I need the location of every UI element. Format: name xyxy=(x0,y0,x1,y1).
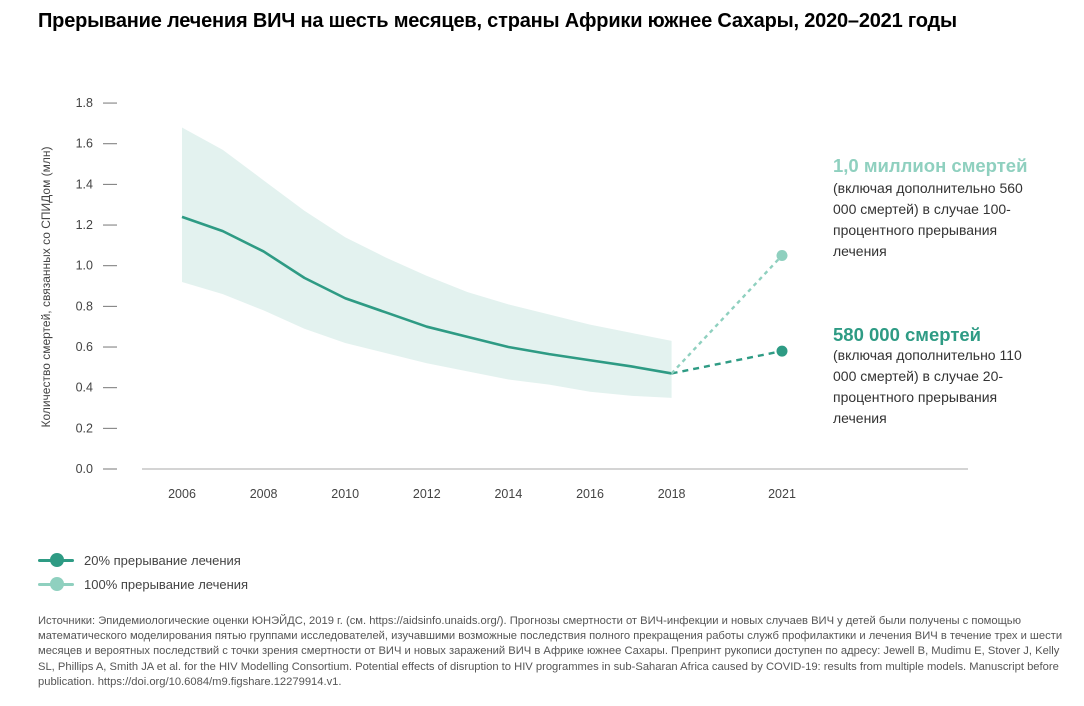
legend-label-20: 20% прерывание лечения xyxy=(84,552,241,568)
x-tick-label: 2014 xyxy=(494,487,522,501)
annotation-partial-headline: 580 000 смертей xyxy=(833,324,982,345)
projection-100-percent-line xyxy=(670,254,783,375)
x-tick-label: 2006 xyxy=(168,487,196,501)
y-tick-label: 1.0 xyxy=(76,259,93,273)
y-tick-label: 1.4 xyxy=(76,177,93,191)
x-tick-label: 2021 xyxy=(768,487,796,501)
uncertainty-band xyxy=(182,127,672,398)
plot-area xyxy=(181,127,788,398)
x-axis: 2006 2008 2010 2012 2014 2016 2018 2021 xyxy=(142,468,968,501)
legend-swatch-100 xyxy=(38,577,74,591)
historical-estimate-line xyxy=(181,215,672,375)
y-tick-label: 1.6 xyxy=(76,137,93,151)
annotation-partial-interruption: 580 000 смертей (включая дополнительно 1… xyxy=(833,324,1033,429)
y-tick-label: 0.4 xyxy=(76,381,93,395)
legend-label-100: 100% прерывание лечения xyxy=(84,576,249,592)
y-tick-label: 0.8 xyxy=(76,299,93,313)
legend-swatch-20 xyxy=(38,553,74,567)
annotation-full-headline: 1,0 миллион смертей xyxy=(833,155,1028,176)
legend-item-100: 100% прерывание лечения xyxy=(38,572,248,596)
annotation-partial-detail: (включая дополнительно 110 000 смертей) … xyxy=(833,347,1022,426)
x-tick-label: 2012 xyxy=(413,487,441,501)
x-tick-label: 2008 xyxy=(250,487,278,501)
legend-dot-100 xyxy=(50,577,64,591)
legend: 20% прерывание лечения 100% прерывание л… xyxy=(38,548,248,596)
x-tick-label: 2018 xyxy=(658,487,686,501)
y-tick-label: 0.6 xyxy=(76,340,93,354)
y-tick-label: 0.2 xyxy=(76,421,93,435)
sources-note: Источники: Эпидемиологические оценки ЮНЭ… xyxy=(38,615,1063,688)
x-tick-label: 2010 xyxy=(331,487,359,501)
y-axis: 0.0 0.2 0.4 0.6 0.8 1.0 1.2 1.4 1.6 1.8 Количество… xyxy=(39,96,117,476)
projection-100-percent-point xyxy=(776,250,788,262)
projection-20-percent-line xyxy=(671,349,783,375)
y-tick-label: 1.2 xyxy=(76,218,93,232)
annotation-full-detail: (включая дополнительно 560 000 смертей) … xyxy=(833,180,1023,259)
projection-20-percent-point xyxy=(776,345,788,357)
legend-item-20: 20% прерывание лечения xyxy=(38,548,248,572)
chart-svg: 0.0 0.2 0.4 0.6 0.8 1.0 1.2 1.4 1.6 1.8 Количество… xyxy=(39,96,968,501)
annotation-full-interruption: 1,0 миллион смертей (включая дополнитель… xyxy=(833,155,1033,262)
chart-title: Прерывание лечения ВИЧ на шесть месяцев,… xyxy=(38,10,957,32)
y-axis-title: Количество смертей, связанных со СПИДом … xyxy=(39,146,53,427)
y-tick-label: 1.8 xyxy=(76,96,93,110)
y-tick-label: 0.0 xyxy=(76,462,93,476)
x-tick-label: 2016 xyxy=(576,487,604,501)
legend-dot-20 xyxy=(50,553,64,567)
